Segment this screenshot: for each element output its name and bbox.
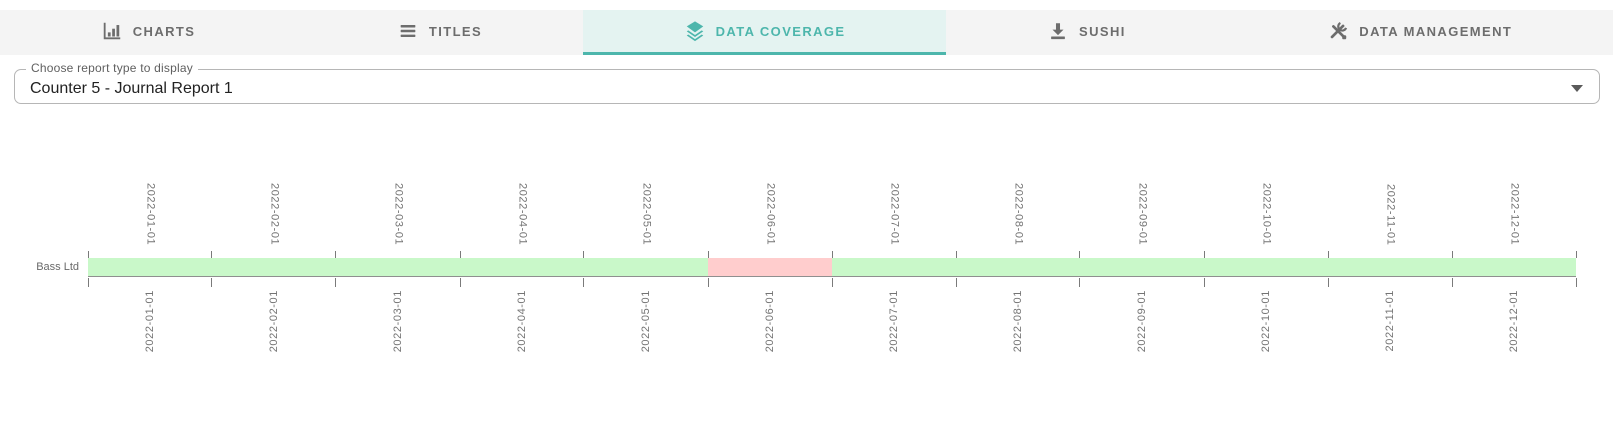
month-label: 2022-03-01 <box>391 290 404 353</box>
month-label: 2022-02-01 <box>267 290 280 353</box>
tab-charts[interactable]: CHARTS <box>0 10 296 55</box>
layers-icon <box>684 20 706 42</box>
axis-tick <box>707 278 709 287</box>
report-type-select-label: Choose report type to display <box>26 61 198 75</box>
month-label: 2022-09-01 <box>1135 290 1148 353</box>
month-label: 2022-12-01 <box>1507 290 1520 353</box>
axis-tick <box>707 251 709 258</box>
tab-label: TITLES <box>428 23 483 39</box>
axis-tick <box>1203 251 1205 258</box>
month-label: 2022-08-01 <box>1012 182 1025 245</box>
axis-tick <box>1079 251 1081 258</box>
month-label: 2022-01-01 <box>144 182 157 245</box>
bar-chart-icon <box>101 20 123 42</box>
report-type-select-value: Counter 5 - Journal Report 1 <box>30 80 233 97</box>
missing-month-segment <box>708 258 832 276</box>
tools-icon <box>1327 20 1349 42</box>
axis-tick <box>211 251 213 258</box>
tab-titles[interactable]: TITLES <box>296 10 583 55</box>
month-label: 2022-10-01 <box>1260 182 1273 245</box>
axis-tick <box>1451 278 1453 287</box>
month-label: 2022-12-01 <box>1508 182 1521 245</box>
month-label: 2022-05-01 <box>640 182 653 245</box>
tab-label: CHARTS <box>132 23 196 39</box>
chevron-down-icon <box>1571 84 1583 92</box>
month-label: 2022-06-01 <box>763 290 776 353</box>
download-icon <box>1047 20 1069 42</box>
tab-bar: CHARTS TITLES DATA COVERAGE <box>0 10 1613 55</box>
month-labels-bottom: 2022-01-01 2022-02-01 2022-03-01 2022-04-01… <box>88 290 1576 374</box>
axis-tick <box>335 251 337 258</box>
month-label: 2022-05-01 <box>639 290 652 353</box>
tab-label: SUSHI <box>1079 23 1126 39</box>
month-label: 2022-08-01 <box>1011 290 1024 353</box>
axis-tick <box>583 251 585 258</box>
report-type-select[interactable]: Choose report type to display Counter 5 … <box>14 61 1600 104</box>
axis-tick <box>583 278 585 287</box>
month-label: 2022-09-01 <box>1136 182 1149 245</box>
axis-tick <box>459 251 461 258</box>
axis-tick <box>335 278 337 287</box>
tab-label: DATA COVERAGE <box>715 23 846 39</box>
month-label: 2022-07-01 <box>887 290 900 353</box>
month-label: 2022-02-01 <box>268 182 281 245</box>
list-icon <box>397 20 419 42</box>
axis-tick <box>1079 278 1081 287</box>
coverage-chart: 2022-01-01 2022-02-01 2022-03-01 2022-04-01… <box>36 104 1577 374</box>
axis-tick <box>1451 251 1453 258</box>
month-label: 2022-04-01 <box>516 182 529 245</box>
axis-tick <box>87 278 89 287</box>
axis-tick <box>1327 278 1329 287</box>
month-label: 2022-11-01 <box>1383 290 1396 352</box>
tab-sushi[interactable]: SUSHI <box>946 10 1226 55</box>
month-label: 2022-07-01 <box>888 182 901 245</box>
axis-tick <box>831 278 833 287</box>
month-label: 2022-11-01 <box>1384 183 1397 245</box>
axis-tick <box>955 251 957 258</box>
axis-tick <box>955 278 957 287</box>
axis-tick <box>1575 251 1577 258</box>
tab-label: DATA MANAGEMENT <box>1359 23 1513 39</box>
month-label: 2022-06-01 <box>764 182 777 245</box>
tab-data-coverage[interactable]: DATA COVERAGE <box>582 10 947 55</box>
axis-tick <box>1327 251 1329 258</box>
month-labels-top: 2022-01-01 2022-02-01 2022-03-01 2022-04-01… <box>88 160 1576 248</box>
month-label: 2022-03-01 <box>392 182 405 245</box>
row-label: Bass Ltd <box>36 261 79 273</box>
axis-tick <box>211 278 213 287</box>
coverage-bar: Bass Ltd <box>36 251 1577 287</box>
axis-tick <box>1575 278 1577 287</box>
axis-tick <box>831 251 833 258</box>
axis-tick <box>459 278 461 287</box>
month-label: 2022-04-01 <box>515 290 528 353</box>
tab-data-management[interactable]: DATA MANAGEMENT <box>1227 10 1613 55</box>
axis-tick <box>87 251 89 258</box>
axis-tick <box>1203 278 1205 287</box>
month-label: 2022-10-01 <box>1259 290 1272 353</box>
month-label: 2022-01-01 <box>143 290 156 353</box>
